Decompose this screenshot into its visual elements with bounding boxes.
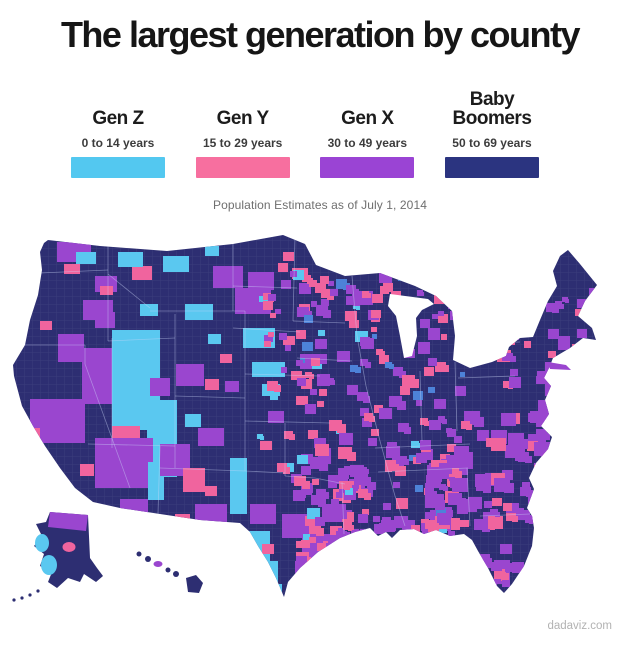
legend-label: Gen Z	[92, 108, 144, 130]
baby-boomers-color-swatch	[444, 156, 539, 178]
gen-x-color-swatch	[320, 156, 415, 178]
legend-item-gen-x: Gen X 30 to 49 years	[311, 90, 423, 178]
generation-legend: Gen Z 0 to 14 years Gen Y 15 to 29 years…	[62, 90, 548, 178]
legend-age-range: 0 to 14 years	[81, 135, 155, 150]
legend-label: Gen X	[341, 108, 394, 130]
legend-age-range: 50 to 69 years	[452, 135, 532, 150]
gen-z-color-swatch	[71, 156, 165, 178]
legend-item-gen-y: Gen Y 15 to 29 years	[187, 90, 299, 178]
us-map-svg	[12, 235, 597, 602]
legend-label: Baby Boomers	[452, 89, 532, 130]
us-county-map	[0, 216, 640, 646]
legend-item-gen-z: Gen Z 0 to 14 years	[62, 90, 174, 178]
legend-item-baby-boomers: Baby Boomers 50 to 69 years	[436, 90, 548, 178]
legend-label: Gen Y	[216, 108, 270, 130]
gen-y-color-swatch	[195, 156, 290, 178]
legend-age-range: 30 to 49 years	[327, 135, 407, 150]
watermark: dadaviz.com	[547, 620, 612, 632]
legend-age-range: 15 to 29 years	[202, 135, 283, 150]
page-title: The largest generation by county	[60, 14, 581, 55]
map-source-caption: Population Estimates as of July 1, 2014	[212, 198, 428, 212]
